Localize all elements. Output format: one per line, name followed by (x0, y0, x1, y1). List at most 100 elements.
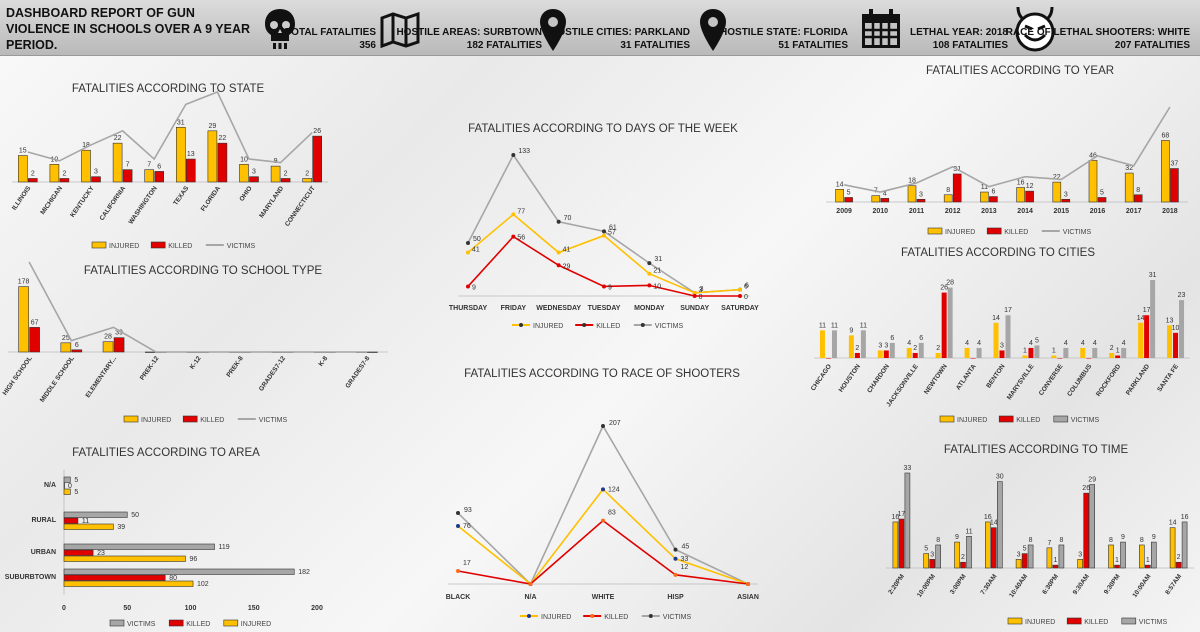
bar-injured (302, 178, 313, 183)
data-label: 14 (992, 315, 1000, 322)
kpi-state-label: HOSTILE STATE: FLORIDA (720, 27, 848, 38)
data-label: 182 (298, 569, 310, 576)
data-label: 3 (878, 342, 882, 349)
bar-victims (63, 543, 215, 550)
data-label: 57 (608, 230, 616, 237)
chart-title: FATALITIES ACCORDING TO STATE (72, 83, 265, 95)
data-label: 26 (940, 285, 948, 292)
data-label: 2 (1177, 554, 1181, 561)
bar-killed (1052, 564, 1059, 569)
category-label: MONDAY (634, 305, 665, 312)
bar-injured (60, 342, 72, 353)
legend-swatch (1066, 617, 1082, 625)
bar-victims (831, 330, 837, 358)
data-label: 12 (681, 564, 689, 571)
legend-label: KILLED (200, 417, 224, 424)
data-label: 45 (682, 544, 690, 551)
bar-killed (63, 517, 79, 524)
category-label: ASIAN (737, 594, 759, 601)
chart-title: FATALITIES ACCORDING TO TIME (944, 444, 1129, 456)
victims-line (27, 90, 313, 164)
data-label: 1 (1115, 557, 1119, 564)
legend-label: VICTIMS (127, 621, 156, 628)
category-label: 3:00PM (949, 573, 968, 596)
data-label: 2 (1110, 345, 1114, 352)
legend-swatch (168, 619, 184, 627)
bar-killed (916, 198, 926, 203)
bar-injured (848, 335, 854, 358)
bar-killed (280, 178, 291, 183)
skull-icon (265, 9, 295, 49)
bar-killed (1057, 358, 1063, 359)
kpi-race-label: RACE OF LETHAL SHOOTERS: WHITE (1005, 27, 1190, 38)
data-label: 4 (883, 190, 887, 197)
bar-killed (880, 198, 890, 203)
location-pin-icon (700, 9, 726, 51)
category-label: 6:30PM (1041, 573, 1060, 596)
data-label: 22 (114, 135, 122, 142)
legend-swatch (109, 619, 125, 627)
data-label: 6 (75, 342, 79, 349)
data-label: 50 (131, 512, 139, 519)
location-pin-icon (540, 9, 566, 51)
category-label: COLUMBUS (1066, 363, 1094, 398)
category-label: FLORIDA (200, 185, 222, 213)
data-label: 1 (1146, 557, 1150, 564)
data-label: 8 (946, 187, 950, 194)
data-label: 22 (1053, 174, 1061, 181)
bar-victims (1092, 347, 1098, 358)
data-label: 124 (608, 486, 620, 493)
bar-killed (989, 196, 998, 203)
data-label: 83 (608, 510, 616, 517)
point-killed (673, 572, 678, 577)
data-label: 7 (147, 162, 151, 169)
category-label: HIGH SCHOOL (2, 355, 34, 397)
category-label: HISP (667, 594, 684, 601)
kpi-city-value: 31 FATALITIES (620, 40, 690, 51)
point-killed (456, 569, 460, 574)
point-killed (692, 294, 697, 298)
bar-killed (854, 352, 860, 358)
data-label: 11 (82, 518, 89, 525)
category-label: 2015 (1054, 208, 1070, 215)
kpi-area-value: 182 FATALITIES (466, 40, 542, 51)
data-label: 8 (936, 537, 940, 544)
legend-swatch (1007, 617, 1023, 625)
bar-injured (49, 164, 60, 183)
data-label: 17 (1004, 307, 1012, 314)
bar-victims (1089, 484, 1096, 569)
bar-killed (249, 176, 259, 183)
point-victims (601, 424, 605, 428)
data-label: 46 (1089, 152, 1097, 159)
legend-label: INJURED (541, 614, 571, 621)
legend-label: INJURED (141, 417, 171, 424)
data-label: 14 (836, 181, 844, 188)
legend-marker (582, 323, 587, 327)
legend-swatch (986, 227, 1002, 235)
category-label: PREK-12 (139, 355, 161, 382)
category-label: KENTUCKY (69, 185, 96, 219)
category-label: GRADES7-8 (344, 355, 371, 390)
point-injured (556, 250, 561, 255)
dashboard-title: DASHBOARD REPORT OF GUN VIOLENCE IN SCHO… (6, 6, 251, 52)
data-label: 4 (1064, 340, 1068, 347)
category-label: CHARDON (866, 363, 891, 394)
data-label: 1 (1023, 347, 1027, 354)
category-label: SUNDAY (680, 305, 709, 312)
legend-swatch (939, 415, 955, 423)
category-label: 10:40AM (1008, 573, 1029, 599)
bar-injured (102, 341, 114, 353)
data-label: 10 (240, 156, 248, 163)
data-label: 13 (187, 151, 195, 158)
data-label: 3 (1017, 551, 1021, 558)
legend-swatch (1053, 415, 1069, 423)
data-label: 10 (1172, 325, 1180, 332)
legend-label: VICTIMS (1071, 417, 1100, 424)
line-injured (457, 488, 749, 586)
bar-killed (91, 176, 101, 183)
legend-swatch (1121, 617, 1137, 625)
data-label: 1 (1053, 557, 1057, 564)
category-label: N/A (44, 482, 56, 489)
bar-injured (964, 347, 970, 358)
bar-victims (1005, 315, 1011, 358)
